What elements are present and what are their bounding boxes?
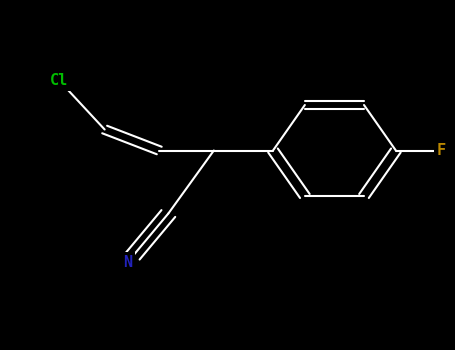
- Text: N: N: [123, 255, 132, 270]
- Text: Cl: Cl: [50, 73, 68, 88]
- Text: F: F: [437, 143, 446, 158]
